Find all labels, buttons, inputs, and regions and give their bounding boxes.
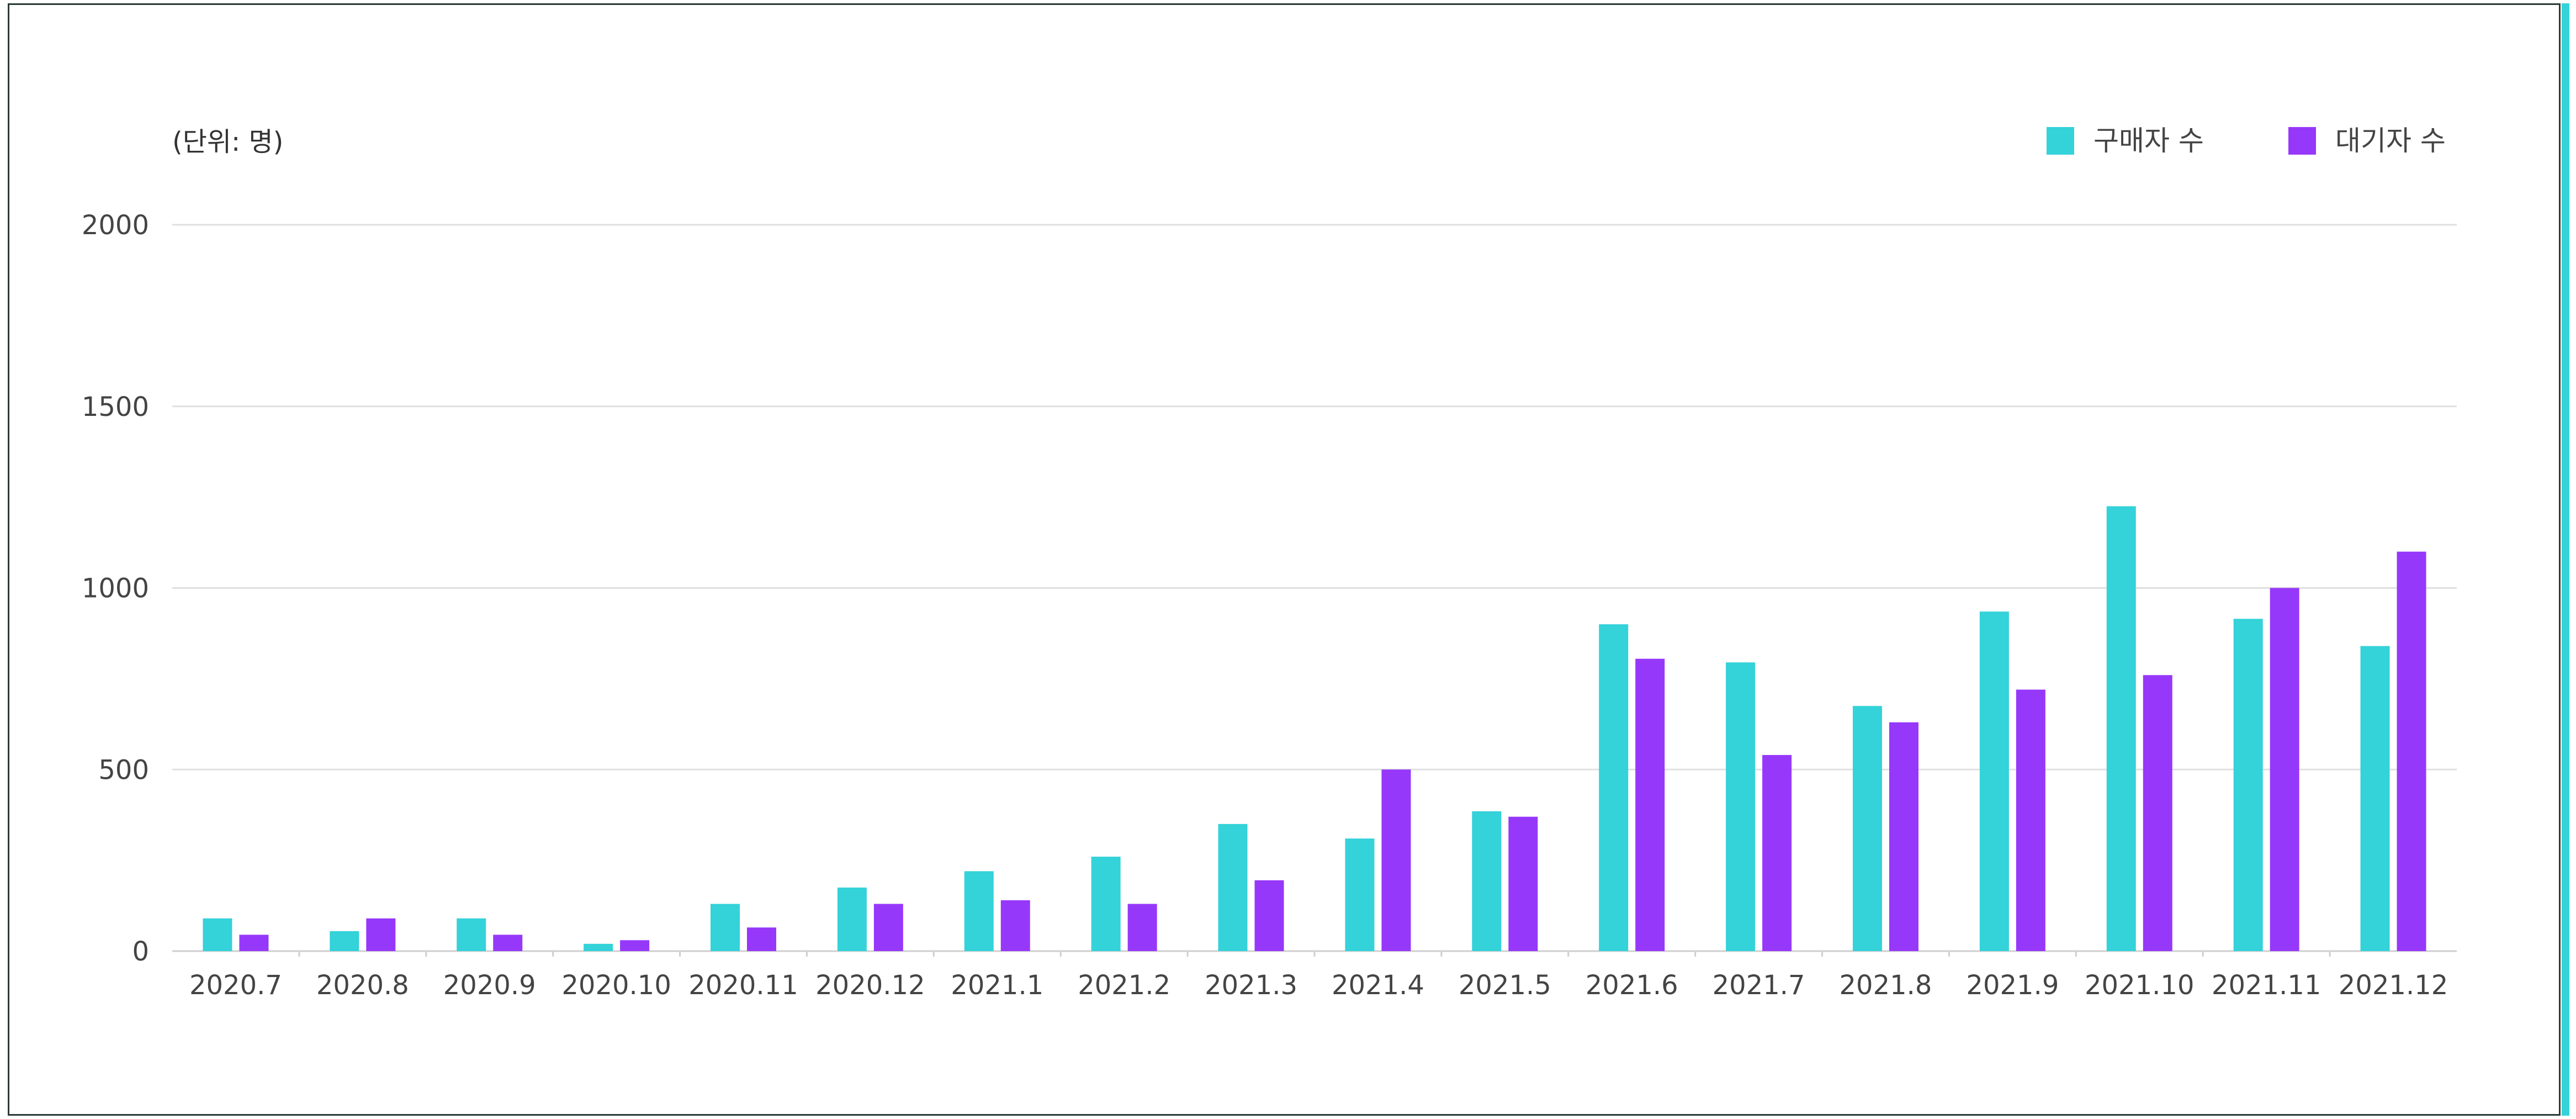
bar-waiting-2020.12[interactable] — [873, 904, 903, 951]
bar-buyers-2021.3[interactable] — [1218, 824, 1248, 951]
x-tick-label: 2021.11 — [2212, 970, 2321, 1001]
unit-label: (단위: 명) — [172, 126, 283, 157]
legend-label: 구매자 수 — [2093, 125, 2204, 157]
legend-label: 대기자 수 — [2335, 125, 2446, 157]
x-tick-label: 2020.11 — [688, 970, 798, 1001]
y-axis-ticks: 0 500 1000 1500 2000 — [82, 210, 149, 967]
y-tick-label: 1500 — [82, 392, 149, 423]
bar-buyers-2020.11[interactable] — [711, 904, 740, 951]
bar-waiting-2020.11[interactable] — [747, 927, 776, 951]
bar-waiting-2021.5[interactable] — [1508, 816, 1538, 951]
x-tick-label: 2021.1 — [951, 970, 1043, 1001]
bar-waiting-2021.2[interactable] — [1127, 904, 1157, 951]
bar-waiting-2021.6[interactable] — [1635, 658, 1665, 951]
x-axis-ticks: 2020.7 2020.8 2020.9 2020.10 2020.11 2020.12 2… — [189, 951, 2448, 1001]
bar-buyers-2020.8[interactable] — [330, 931, 359, 951]
y-tick-label: 2000 — [82, 210, 149, 241]
bar-waiting-2021.7[interactable] — [1762, 754, 1792, 951]
bar-buyers-2021.9[interactable] — [1979, 611, 2009, 951]
bar-buyers-2021.8[interactable] — [1853, 706, 1882, 951]
legend[interactable]: 구매자 수 대기자 수 — [2047, 125, 2446, 157]
bar-waiting-2020.7[interactable] — [239, 935, 269, 951]
bar-buyers-2021.5[interactable] — [1472, 811, 1502, 951]
bar-waiting-2021.12[interactable] — [2397, 551, 2426, 951]
x-tick-label: 2021.10 — [2085, 970, 2195, 1001]
accent-strip — [2562, 3, 2569, 1116]
x-tick-label: 2021.5 — [1459, 970, 1551, 1001]
legend-swatch — [2288, 127, 2316, 155]
bar-buyers-2020.12[interactable] — [837, 887, 867, 951]
bar-buyers-2020.9[interactable] — [457, 918, 486, 951]
bar-buyers-2020.7[interactable] — [203, 918, 232, 951]
y-tick-label: 0 — [132, 936, 149, 967]
bar-buyers-2021.4[interactable] — [1345, 838, 1375, 951]
x-tick-label: 2021.9 — [1966, 970, 2059, 1001]
bar-waiting-2021.9[interactable] — [2016, 689, 2045, 951]
bar-waiting-2020.10[interactable] — [620, 940, 650, 951]
x-tick-label: 2020.12 — [815, 970, 925, 1001]
bar-buyers-2021.1[interactable] — [964, 871, 994, 951]
bar-waiting-2021.8[interactable] — [1889, 722, 1918, 951]
bar-buyers-2021.7[interactable] — [1726, 662, 1756, 951]
bar-buyers-2020.10[interactable] — [584, 943, 613, 951]
bar-buyers-2021.6[interactable] — [1599, 624, 1629, 951]
x-tick-label: 2021.2 — [1078, 970, 1170, 1001]
bar-buyers-2021.11[interactable] — [2233, 619, 2263, 951]
x-tick-label: 2020.7 — [189, 970, 282, 1001]
x-tick-label: 2021.6 — [1586, 970, 1678, 1001]
x-tick-label: 2021.7 — [1713, 970, 1805, 1001]
x-tick-label: 2020.8 — [316, 970, 409, 1001]
x-tick-label: 2021.4 — [1332, 970, 1424, 1001]
legend-item-buyers[interactable]: 구매자 수 — [2047, 125, 2204, 157]
y-tick-label: 1000 — [82, 573, 149, 604]
bar-waiting-2021.1[interactable] — [1000, 900, 1030, 951]
x-tick-label: 2020.9 — [443, 970, 536, 1001]
bar-buyers-2021.2[interactable] — [1091, 857, 1121, 951]
legend-swatch — [2047, 127, 2074, 155]
bar-buyers-2021.10[interactable] — [2106, 506, 2136, 951]
bars — [203, 506, 2426, 951]
x-tick-label: 2021.12 — [2339, 970, 2448, 1001]
bar-waiting-2020.8[interactable] — [366, 918, 396, 951]
legend-item-waiting[interactable]: 대기자 수 — [2288, 125, 2446, 157]
bar-waiting-2021.4[interactable] — [1381, 769, 1411, 951]
bar-buyers-2021.12[interactable] — [2360, 646, 2390, 951]
y-tick-label: 500 — [98, 754, 149, 785]
x-tick-label: 2021.8 — [1840, 970, 1932, 1001]
bar-waiting-2021.11[interactable] — [2270, 588, 2299, 952]
bar-waiting-2021.10[interactable] — [2143, 675, 2172, 951]
bar-waiting-2020.9[interactable] — [493, 935, 523, 951]
x-tick-label: 2021.3 — [1205, 970, 1297, 1001]
bar-waiting-2021.3[interactable] — [1254, 880, 1284, 951]
x-tick-label: 2020.10 — [561, 970, 671, 1001]
